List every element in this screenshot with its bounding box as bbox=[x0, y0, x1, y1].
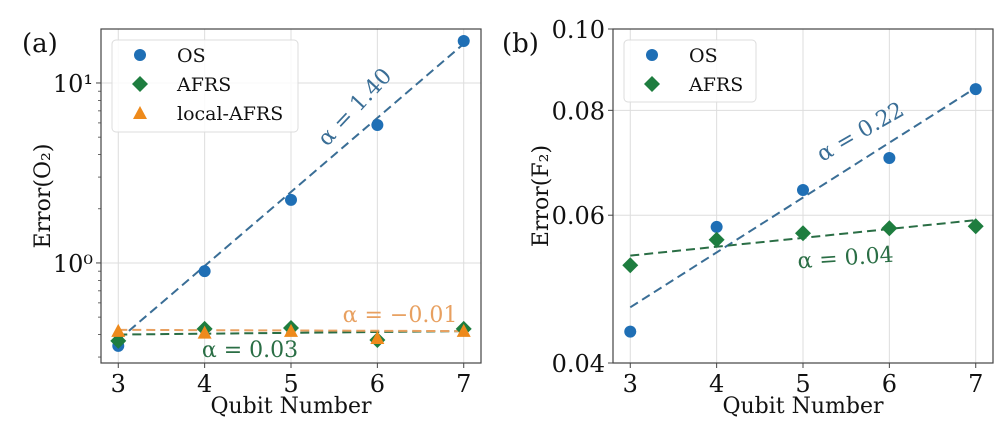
x-axis-label: Qubit Number bbox=[210, 394, 372, 419]
data-point-os bbox=[969, 83, 982, 96]
data-point-os bbox=[371, 119, 384, 132]
data-point-os bbox=[198, 265, 211, 278]
data-point-os bbox=[797, 183, 809, 196]
data-point-os bbox=[457, 35, 470, 48]
data-point-local-afrs bbox=[370, 330, 385, 344]
panel-label: (a) bbox=[22, 29, 58, 59]
legend-marker-afrs bbox=[132, 76, 148, 92]
data-point-os bbox=[883, 151, 896, 164]
y-tick-label: 0.04 bbox=[552, 350, 605, 378]
x-tick-label: 4 bbox=[709, 370, 724, 398]
legend-item: AFRS bbox=[132, 74, 231, 96]
y-tick-label: 0.06 bbox=[552, 202, 605, 230]
x-tick-label: 6 bbox=[370, 370, 385, 398]
y-tick-label: 10¹ bbox=[53, 70, 93, 98]
data-point-local-afrs bbox=[111, 323, 126, 337]
x-tick-label: 4 bbox=[197, 370, 212, 398]
data-point-afrs bbox=[708, 231, 725, 248]
legend-marker-local-afrs bbox=[133, 106, 147, 119]
data-point-afrs bbox=[795, 225, 811, 242]
data-point-afrs bbox=[881, 220, 898, 237]
x-tick-label: 6 bbox=[882, 370, 897, 398]
legend-label: AFRS bbox=[688, 74, 743, 96]
data-point-afrs bbox=[967, 218, 984, 235]
panel-b: 3 4 5 6 7 0.04 0.06 0.08 0.10 Qubit Number Error(F… bbox=[502, 16, 994, 419]
fit-label-afrs: α = 0.03 bbox=[202, 338, 298, 363]
data-point-local-afrs bbox=[197, 325, 212, 339]
data-point-os bbox=[285, 193, 297, 206]
data-point-local-afrs bbox=[456, 323, 471, 337]
legend-marker-afrs bbox=[644, 76, 660, 92]
fit-line-os bbox=[117, 43, 465, 341]
fit-label-os: α = 1.40 bbox=[313, 64, 397, 151]
y-axis-label: Error(F₂) bbox=[529, 145, 554, 247]
x-tick-label: 3 bbox=[623, 370, 638, 398]
legend-item: OS bbox=[646, 45, 718, 67]
legend-frame bbox=[111, 39, 299, 133]
y-tick-label: 0.10 bbox=[552, 16, 605, 44]
panel-label: (b) bbox=[502, 29, 539, 59]
legend-item: OS bbox=[134, 45, 206, 67]
data-point-afrs bbox=[622, 257, 639, 274]
y-tick-label: 10⁰ bbox=[53, 250, 93, 278]
legend-label: local-AFRS bbox=[177, 103, 283, 125]
legend: OS AFRS bbox=[623, 39, 757, 103]
fit-label-afrs: α = 0.04 bbox=[797, 243, 895, 275]
legend-item: local-AFRS bbox=[133, 103, 283, 125]
y-tick-label: 0.08 bbox=[552, 97, 605, 125]
legend-marker-os bbox=[134, 49, 146, 61]
legend-item: AFRS bbox=[644, 74, 743, 96]
legend-label: OS bbox=[689, 45, 718, 67]
legend-label: AFRS bbox=[176, 74, 231, 96]
fit-label-local-afrs: α = −0.01 bbox=[343, 303, 458, 328]
data-point-os bbox=[710, 220, 723, 233]
x-tick-label: 7 bbox=[456, 370, 471, 398]
x-tick-label: 5 bbox=[795, 370, 810, 398]
legend-marker-os bbox=[646, 49, 658, 61]
legend-label: OS bbox=[177, 45, 206, 67]
fit-line-os bbox=[629, 86, 977, 309]
data-point-local-afrs bbox=[284, 323, 298, 337]
data-point-os bbox=[624, 325, 637, 338]
legend: OS AFRS local-AFRS bbox=[111, 39, 299, 133]
panel-a: 3 4 5 6 7 10⁰ 10¹ Qubit Number Error(O₂) (a) α = 1… bbox=[22, 28, 482, 419]
x-tick-label: 7 bbox=[968, 370, 983, 398]
x-tick-label: 5 bbox=[283, 370, 298, 398]
x-axis-label: Qubit Number bbox=[722, 394, 884, 419]
y-axis-label: Error(O₂) bbox=[31, 144, 56, 249]
x-tick-label: 3 bbox=[111, 370, 126, 398]
